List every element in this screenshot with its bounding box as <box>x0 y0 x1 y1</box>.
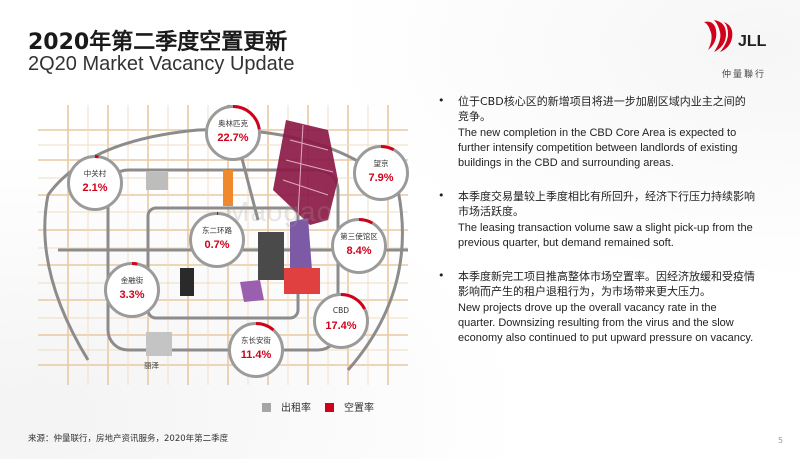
bubble-olympic: 奥林匹克 22.7% <box>205 105 261 161</box>
bullet-text-cn: 位于CBD核心区的新增项目将进一步加剧区域内业主之间的竞争。 <box>458 95 746 123</box>
bullet-text-en: The leasing transaction volume saw a sli… <box>458 222 753 249</box>
vacancy-arc <box>104 262 160 318</box>
district-label-lize: 丽泽 <box>144 361 159 370</box>
bullet-text-en: The new completion in the CBD Core Area … <box>458 127 738 169</box>
bullet-text-cn: 本季度交易量较上季度相比有所回升，经济下行压力持续影响市场活跃度。 <box>458 190 755 218</box>
list-item: • 本季度交易量较上季度相比有所回升，经济下行压力持续影响市场活跃度。 The … <box>430 189 755 251</box>
page-title-cn: 2020年第二季度空置更新 <box>28 30 288 55</box>
bullet-text-cn: 本季度新完工项目推高整体市场空置率。因经济放缓和受疫情影响而产生的租户退租行为，… <box>458 270 755 298</box>
bullet-dot: • <box>438 94 445 107</box>
list-item: • 本季度新完工项目推高整体市场空置率。因经济放缓和受疫情影响而产生的租户退租行… <box>430 269 755 346</box>
bubble-cbd: CBD 17.4% <box>313 293 369 349</box>
bubble-east-changan: 东长安街 11.4% <box>228 322 284 378</box>
vacancy-arc <box>331 218 387 274</box>
vacancy-arc <box>353 145 409 201</box>
legend-swatch-vacancy <box>325 403 334 412</box>
bullet-dot: • <box>438 269 445 282</box>
beijing-office-map: 丽泽 Maogao 奥林匹克 22.7% 中关村 2.1% 望京 7.9% 东二… <box>28 100 420 390</box>
logo-text: JLL <box>738 33 767 50</box>
legend-vacancy: 空置率 <box>325 399 374 414</box>
vacancy-arc <box>228 322 284 378</box>
bubble-wangjing: 望京 7.9% <box>353 145 409 201</box>
vacancy-arc <box>189 212 245 268</box>
vacancy-arc <box>313 293 369 349</box>
bubble-zhongguancun: 中关村 2.1% <box>67 155 123 211</box>
page-title-en: 2Q20 Market Vacancy Update <box>28 53 295 75</box>
vacancy-arc <box>205 105 261 161</box>
source-note: 来源：仲量联行，房地产资讯服务，2020年第二季度 <box>28 434 229 444</box>
bullet-dot: • <box>438 189 445 202</box>
logo-subtitle: 仲量聯行 <box>722 70 767 80</box>
list-item: • 位于CBD核心区的新增项目将进一步加剧区域内业主之间的竞争。 The new… <box>430 94 755 171</box>
page-number: 5 <box>778 436 784 445</box>
jll-logo <box>704 20 733 52</box>
commentary-list: • 位于CBD核心区的新增项目将进一步加剧区域内业主之间的竞争。 The new… <box>430 94 755 364</box>
legend-occupancy: 出租率 <box>262 399 311 414</box>
bullet-text-en: New projects drove up the overall vacanc… <box>458 302 754 344</box>
vacancy-arc <box>67 155 123 211</box>
bubble-third-embassy: 第三使馆区 8.4% <box>331 218 387 274</box>
legend-swatch-occupancy <box>262 403 271 412</box>
bubble-financial-street: 金融街 3.3% <box>104 262 160 318</box>
watermark: Maogao <box>226 196 334 227</box>
bubble-east-second-ring: 东二环路 0.7% <box>189 212 245 268</box>
